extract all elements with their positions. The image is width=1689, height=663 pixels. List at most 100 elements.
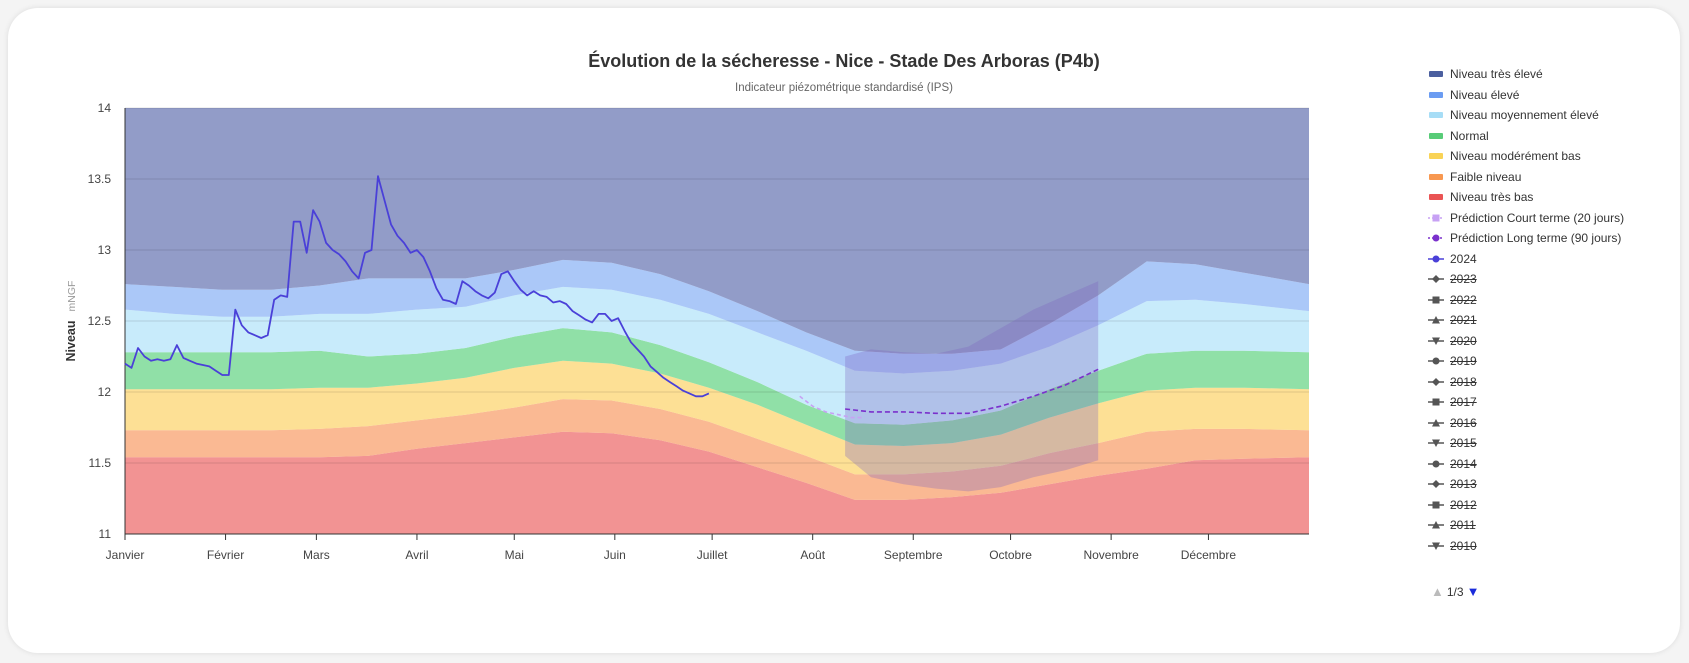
legend-item-niveau-lev-[interactable]: Niveau élevé — [1428, 86, 1519, 104]
x-tick-label: Décembre — [1181, 548, 1237, 562]
legend-next-arrow-icon[interactable]: ▼ — [1466, 584, 1480, 599]
x-tick-label: Juillet — [697, 548, 728, 562]
legend-item-normal[interactable]: Normal — [1428, 127, 1489, 145]
legend-item-label: 2023 — [1450, 272, 1477, 286]
legend-item-label: Niveau très bas — [1450, 190, 1534, 204]
legend-prev-arrow-icon[interactable]: ▲ — [1431, 584, 1444, 599]
legend-item-2013[interactable]: 2013 — [1428, 475, 1477, 493]
legend-item-label: 2012 — [1450, 497, 1477, 512]
legend-item-2023[interactable]: 2023 — [1428, 270, 1477, 288]
legend-item-2021[interactable]: 2021 — [1428, 311, 1477, 329]
x-tick-label: Avril — [405, 548, 428, 562]
chart-subtitle: Indicateur piézométrique standardisé (IP… — [735, 82, 953, 94]
legend-item-2014[interactable]: 2014 — [1428, 455, 1477, 473]
diamond-icon — [1428, 377, 1444, 386]
legend-item-label: Niveau moyennement élevé — [1450, 108, 1599, 122]
legend-item-pr-diction-long-terme-90-jours-[interactable]: Prédiction Long terme (90 jours) — [1428, 229, 1621, 247]
y-axis-unit: mNGF — [66, 281, 78, 312]
legend-item-label: 2024 — [1450, 251, 1477, 266]
legend-item-faible-niveau[interactable]: Faible niveau — [1428, 168, 1521, 186]
square-icon — [1428, 296, 1444, 303]
band-niveau-tr-s-lev- — [125, 108, 1309, 354]
rect-icon — [1429, 173, 1443, 180]
legend-item-label: Prédiction Court terme (20 jours) — [1450, 210, 1625, 225]
legend-item-label: 2015 — [1450, 436, 1477, 450]
x-tick-label: Septembre — [884, 548, 943, 562]
square-dash-icon — [1428, 214, 1444, 221]
legend-item-label: Niveau élevé — [1450, 87, 1520, 102]
legend-item-label: 2016 — [1450, 415, 1477, 430]
x-tick-label: Février — [207, 548, 244, 562]
x-tick-label: Octobre — [989, 548, 1032, 562]
legend-item-niveau-tr-s-lev-[interactable]: Niveau très élevé — [1428, 65, 1543, 83]
series-2024-line — [124, 175, 710, 398]
triangle-icon — [1428, 316, 1444, 324]
band-niveau-tr-s-bas — [125, 431, 1309, 534]
legend-item-2010[interactable]: 2010 — [1428, 537, 1477, 555]
rect-icon — [1429, 194, 1443, 200]
y-tick-label: 14 — [98, 101, 112, 115]
legend-item-2024[interactable]: 2024 — [1428, 250, 1477, 268]
legend-item-label: 2017 — [1450, 395, 1477, 409]
legend-item-2020[interactable]: 2020 — [1428, 332, 1477, 350]
square-icon — [1428, 501, 1444, 508]
x-tick-label: Juin — [604, 548, 626, 562]
legend-item-2022[interactable]: 2022 — [1428, 291, 1477, 309]
y-tick-label: 13.5 — [88, 172, 112, 186]
circle-dash-icon — [1428, 234, 1444, 242]
pred-long-line — [845, 368, 1099, 415]
legend-item-label: Niveau très élevé — [1450, 67, 1543, 81]
legend-item-2019[interactable]: 2019 — [1428, 352, 1477, 370]
legend-item-2018[interactable]: 2018 — [1428, 373, 1477, 391]
band-niveau-moyennement-lev- — [125, 286, 1309, 425]
y-tick-label: 11 — [99, 527, 112, 541]
band-faible-niveau — [125, 399, 1309, 500]
rect-icon — [1429, 112, 1443, 118]
legend-pager: ▲ 1/3 ▼ — [1431, 584, 1479, 599]
legend-item-2012[interactable]: 2012 — [1428, 496, 1477, 514]
legend-item-label: 2014 — [1450, 456, 1477, 471]
legend-item-niveau-tr-s-bas[interactable]: Niveau très bas — [1428, 188, 1533, 206]
legend-item-2017[interactable]: 2017 — [1428, 393, 1477, 411]
x-tick-label: Janvier — [106, 548, 145, 562]
diamond-icon — [1428, 275, 1444, 283]
legend-item-2016[interactable]: 2016 — [1428, 414, 1477, 432]
legend-item-niveau-moyennement-lev-[interactable]: Niveau moyennement élevé — [1428, 106, 1599, 124]
legend-item-niveau-mod-r-ment-bas[interactable]: Niveau modérément bas — [1428, 147, 1581, 165]
circle-icon — [1428, 460, 1444, 467]
x-tick-label: Août — [800, 548, 825, 562]
y-axis-title: Niveau — [64, 321, 78, 362]
legend-item-pr-diction-court-terme-20-jours-[interactable]: Prédiction Court terme (20 jours) — [1428, 209, 1624, 227]
legend-item-2011[interactable]: 2011 — [1428, 516, 1476, 534]
y-tick-label: 12.5 — [88, 314, 112, 328]
chart-title: Évolution de la sécheresse - Nice - Stad… — [588, 50, 1100, 71]
pred-long-uncertainty-area — [845, 281, 1099, 492]
legend-item-label: 2021 — [1450, 313, 1477, 327]
triangle-icon — [1428, 418, 1444, 426]
legend-item-label: 2010 — [1450, 538, 1477, 553]
triangle-icon — [1428, 521, 1444, 529]
rect-icon — [1429, 71, 1443, 77]
legend-item-label: Normal — [1450, 128, 1489, 143]
legend-item-label: 2022 — [1450, 292, 1477, 307]
triangle-down-icon — [1428, 542, 1444, 550]
band-niveau-mod-r-ment-bas — [125, 360, 1309, 475]
legend-item-label: 2018 — [1450, 374, 1477, 389]
chart-card: Évolution de la sécheresse - Nice - Stad… — [8, 8, 1680, 653]
circle-icon — [1428, 255, 1444, 262]
diamond-icon — [1428, 480, 1444, 488]
x-tick-label: Novembre — [1083, 548, 1139, 562]
legend-item-label: 2020 — [1450, 333, 1477, 348]
x-tick-label: Mai — [505, 548, 524, 562]
triangle-down-icon — [1428, 439, 1444, 447]
legend-item-label: 2013 — [1450, 477, 1477, 491]
square-icon — [1428, 398, 1444, 406]
ips-chart: Évolution de la sécheresse - Nice - Stad… — [64, 50, 1309, 562]
chart-legend: Niveau très élevé Niveau élevé Niveau moye… — [1428, 65, 1678, 585]
legend-item-label: Prédiction Long terme (90 jours) — [1450, 231, 1622, 245]
x-tick-label: Mars — [303, 548, 330, 562]
legend-item-2015[interactable]: 2015 — [1428, 434, 1477, 452]
band-normal — [125, 328, 1309, 446]
rect-icon — [1429, 132, 1443, 139]
rect-icon — [1429, 153, 1443, 159]
